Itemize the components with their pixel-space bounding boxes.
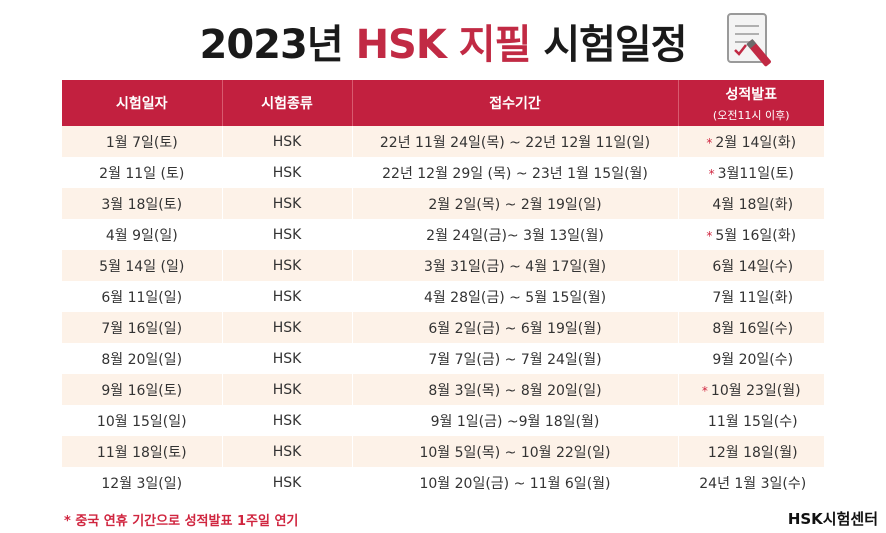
cell-date: 5월 14일 (일): [62, 250, 223, 281]
cell-result: * 10월 23일(월): [678, 374, 824, 405]
header-result-sub: (오전11시 이후): [712, 108, 790, 122]
header-type: 시험종류: [222, 80, 353, 126]
cell-date: 3월 18일(토): [62, 188, 223, 219]
result-date: 7월 11일(화): [712, 289, 794, 306]
result-date: 10월 23일(월): [710, 382, 801, 399]
cell-result: * 5월 16일(화): [678, 219, 824, 250]
table-row: 10월 15일(일) HSK 9월 1일(금) ~9월 18일(월) 11월 15일(…: [62, 405, 824, 436]
cell-type: HSK: [222, 126, 353, 157]
result-date: 11월 15일(수): [707, 413, 798, 430]
cell-period: 2월 24일(금)~ 3월 13일(월): [352, 219, 679, 250]
result-date: 5월 16일(화): [715, 227, 797, 244]
cell-period: 9월 1일(금) ~9월 18일(월): [352, 405, 679, 436]
cell-result: * 3월11일(토): [678, 157, 824, 188]
cell-type: HSK: [222, 467, 353, 498]
result-date: 12월 18일(월): [707, 444, 798, 461]
cell-type: HSK: [222, 157, 353, 188]
table-row: 5월 14일 (일) HSK 3월 31일(금) ~ 4월 17일(월) 6월 14일…: [62, 250, 824, 281]
cell-result: 11월 15일(수): [678, 405, 824, 436]
table-row: 7월 16일(일) HSK 6월 2일(금) ~ 6월 19일(월) 8월 16일(수…: [62, 312, 824, 343]
header-result: 성적발표 (오전11시 이후): [678, 80, 824, 126]
cell-date: 1월 7일(토): [62, 126, 223, 157]
table-row: 1월 7일(토) HSK 22년 11월 24일(목) ~ 22년 12월 11일(…: [62, 126, 824, 157]
cell-period: 10월 20일(금) ~ 11월 6일(월): [352, 467, 679, 498]
table-row: 11월 18일(토) HSK 10월 5일(목) ~ 10월 22일(일) 12월 1…: [62, 436, 824, 467]
header-result-label: 성적발표: [725, 86, 778, 103]
result-date: 9월 20일(수): [712, 351, 794, 368]
cell-type: HSK: [222, 188, 353, 219]
cell-result: 7월 11일(화): [678, 281, 824, 312]
cell-period: 10월 5일(목) ~ 10월 22일(일): [352, 436, 679, 467]
cell-period: 7월 7일(금) ~ 7월 24일(월): [352, 343, 679, 374]
cell-period: 22년 12월 29일 (목) ~ 23년 1월 15일(월): [352, 157, 679, 188]
title-rest: 시험일정: [543, 22, 687, 68]
cell-result: 24년 1월 3일(수): [678, 467, 824, 498]
cell-type: HSK: [222, 281, 353, 312]
result-date: 2월 14일(화): [715, 134, 797, 151]
table-row: 12월 3일(일) HSK 10월 20일(금) ~ 11월 6일(월) 24년 1월…: [62, 467, 824, 498]
cell-period: 8월 3일(목) ~ 8월 20일(일): [352, 374, 679, 405]
result-date: 24년 1월 3일(수): [699, 475, 807, 492]
cell-period: 2월 2일(목) ~ 2월 19일(일): [352, 188, 679, 219]
table-body: 1월 7일(토) HSK 22년 11월 24일(목) ~ 22년 12월 11일(…: [62, 126, 824, 498]
table-row: 2월 11일 (토) HSK 22년 12월 29일 (목) ~ 23년 1월 15…: [62, 157, 824, 188]
cell-result: 4월 18일(화): [678, 188, 824, 219]
cell-type: HSK: [222, 343, 353, 374]
table-row: 3월 18일(토) HSK 2월 2일(목) ~ 2월 19일(일) 4월 18일(화…: [62, 188, 824, 219]
cell-period: 6월 2일(금) ~ 6월 19일(월): [352, 312, 679, 343]
cell-date: 10월 15일(일): [62, 405, 223, 436]
footnote: * 중국 연휴 기간으로 성적발표 1주일 연기: [64, 514, 299, 529]
result-date: 6월 14일(수): [712, 258, 794, 275]
cell-result: 12월 18일(월): [678, 436, 824, 467]
cell-type: HSK: [222, 250, 353, 281]
table-row: 9월 16일(토) HSK 8월 3일(목) ~ 8월 20일(일) * 10월 23일…: [62, 374, 824, 405]
cell-period: 22년 11월 24일(목) ~ 22년 12월 11일(일): [352, 126, 679, 157]
cell-type: HSK: [222, 219, 353, 250]
cell-date: 9월 16일(토): [62, 374, 223, 405]
delay-asterisk: *: [708, 166, 715, 181]
cell-result: 8월 16일(수): [678, 312, 824, 343]
delay-asterisk: *: [701, 383, 708, 398]
cell-period: 3월 31일(금) ~ 4월 17일(월): [352, 250, 679, 281]
document-pen-icon: [727, 13, 771, 67]
cell-date: 8월 20일(일): [62, 343, 223, 374]
header-date: 시험일자: [62, 80, 223, 126]
cell-date: 4월 9일(일): [62, 219, 223, 250]
result-date: 3월11일(토): [717, 165, 794, 182]
cell-date: 12월 3일(일): [62, 467, 223, 498]
title-accent: HSK 지필: [355, 22, 532, 68]
brand-label: HSK시험센터: [787, 510, 878, 528]
cell-period: 4월 28일(금) ~ 5월 15일(월): [352, 281, 679, 312]
cell-date: 7월 16일(일): [62, 312, 223, 343]
table-row: 4월 9일(일) HSK 2월 24일(금)~ 3월 13일(월) * 5월 16일(화…: [62, 219, 824, 250]
result-date: 4월 18일(화): [712, 196, 794, 213]
cell-result: * 2월 14일(화): [678, 126, 824, 157]
delay-asterisk: *: [706, 135, 713, 150]
page-title: 2023년 HSK 지필 시험일정: [0, 14, 886, 76]
cell-result: 9월 20일(수): [678, 343, 824, 374]
cell-date: 2월 11일 (토): [62, 157, 223, 188]
cell-type: HSK: [222, 374, 353, 405]
table-row: 6월 11일(일) HSK 4월 28일(금) ~ 5월 15일(월) 7월 11일(…: [62, 281, 824, 312]
delay-asterisk: *: [706, 228, 713, 243]
title-year: 2023년: [199, 22, 343, 68]
header-period: 접수기간: [352, 80, 679, 126]
cell-type: HSK: [222, 405, 353, 436]
cell-date: 11월 18일(토): [62, 436, 223, 467]
cell-type: HSK: [222, 436, 353, 467]
schedule-table: 시험일자 시험종류 접수기간 성적발표 (오전11시 이후) 1월 7일(토) H…: [62, 80, 824, 498]
cell-type: HSK: [222, 312, 353, 343]
table-row: 8월 20일(일) HSK 7월 7일(금) ~ 7월 24일(월) 9월 20일(수…: [62, 343, 824, 374]
cell-date: 6월 11일(일): [62, 281, 223, 312]
result-date: 8월 16일(수): [712, 320, 794, 337]
table-header-row: 시험일자 시험종류 접수기간 성적발표 (오전11시 이후): [62, 80, 824, 126]
cell-result: 6월 14일(수): [678, 250, 824, 281]
